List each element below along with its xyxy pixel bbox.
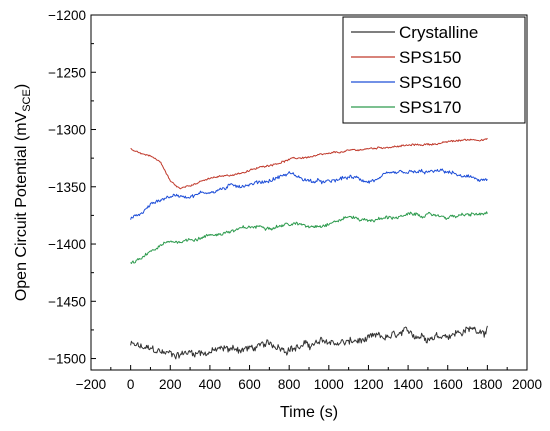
y-axis-title-close: ) bbox=[13, 84, 30, 89]
series-line-sps150 bbox=[130, 137, 488, 190]
legend-label-sps170: SPS170 bbox=[399, 98, 461, 117]
y-tick-label: −1350 bbox=[48, 180, 86, 195]
series-line-crystalline bbox=[130, 325, 488, 360]
x-tick-label: 1200 bbox=[353, 377, 383, 392]
series-layer bbox=[130, 137, 488, 360]
legend: Crystalline SPS150 SPS160 SPS170 bbox=[342, 16, 526, 124]
y-tick-label: −1250 bbox=[48, 65, 86, 80]
legend-label-crystalline: Crystalline bbox=[399, 23, 478, 42]
legend-box bbox=[342, 16, 526, 124]
legend-label-sps160: SPS160 bbox=[399, 73, 461, 92]
series-line-sps170 bbox=[130, 211, 488, 264]
y-axis-ticks: −1500 −1450 −1400 −1350 −1300 −1250 −1200 bbox=[48, 8, 96, 367]
x-tick-label: 400 bbox=[199, 377, 222, 392]
y-tick-label: −1200 bbox=[48, 8, 86, 23]
y-axis-title: Open Circuit Potential (mVSCE) bbox=[13, 84, 33, 301]
y-tick-label: −1450 bbox=[48, 294, 86, 309]
x-tick-label: 1400 bbox=[393, 377, 423, 392]
x-tick-label: 1600 bbox=[433, 377, 463, 392]
legend-label-sps150: SPS150 bbox=[399, 48, 461, 67]
x-tick-label: −200 bbox=[76, 377, 106, 392]
y-axis-title-main: Open Circuit Potential (mV bbox=[13, 111, 30, 301]
y-tick-label: −1500 bbox=[48, 352, 86, 367]
x-tick-label: 0 bbox=[127, 377, 135, 392]
y-tick-label: −1400 bbox=[48, 237, 86, 252]
series-line-sps160 bbox=[130, 168, 488, 220]
x-tick-label: 800 bbox=[278, 377, 301, 392]
x-axis-title: Time (s) bbox=[280, 404, 338, 421]
x-tick-label: 600 bbox=[238, 377, 261, 392]
x-tick-label: 200 bbox=[159, 377, 182, 392]
y-axis-title-subscript: SCE bbox=[21, 89, 33, 112]
x-tick-label: 1000 bbox=[314, 377, 344, 392]
x-tick-label: 2000 bbox=[512, 377, 542, 392]
x-axis-ticks: −200 0 200 400 600 800 1000 1200 1400 1600 1800 200… bbox=[76, 365, 542, 392]
y-tick-label: −1300 bbox=[48, 123, 86, 138]
x-tick-label: 1800 bbox=[472, 377, 502, 392]
